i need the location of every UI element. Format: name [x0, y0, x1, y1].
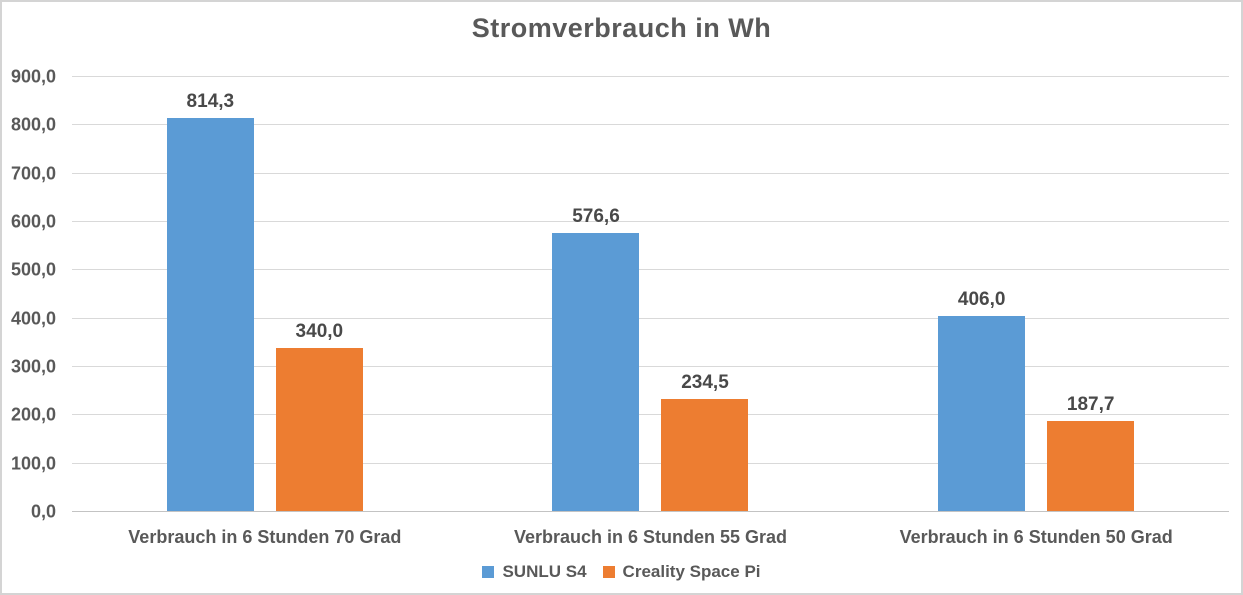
gridline-300 — [72, 366, 1229, 367]
category-label-70-grad: Verbrauch in 6 Stunden 70 Grad — [128, 527, 402, 547]
bar-value-label: 814,3 — [186, 91, 235, 113]
bar-group-2: 576,6 234,5 — [458, 77, 844, 512]
bar-value-label: 187,7 — [1066, 394, 1115, 416]
gridline-600 — [72, 221, 1229, 222]
legend-item-creality-space-pi: Creality Space Pi — [602, 562, 761, 582]
y-tick-label-800: 800,0 — [10, 114, 56, 135]
bar-value-label: 340,0 — [295, 320, 344, 342]
legend-item-sunlu-s4: SUNLU S4 — [482, 562, 587, 582]
x-axis: Verbrauch in 6 Stunden 70 Grad Verbrauch… — [72, 527, 1229, 548]
bar-group-3: 406,0 187,7 — [843, 77, 1229, 512]
y-tick-label-600: 600,0 — [10, 211, 56, 232]
category-label-50-grad: Verbrauch in 6 Stunden 50 Grad — [899, 527, 1173, 547]
legend: SUNLU S4 Creality Space Pi — [2, 562, 1241, 582]
bar-creality-space-pi: 187,7 — [1047, 394, 1135, 512]
legend-swatch-sunlu-s4-icon — [482, 566, 495, 578]
bar-sunlu-s4: 406,0 — [938, 289, 1026, 512]
gridline-200 — [72, 414, 1229, 416]
y-tick-label-500: 500,0 — [10, 259, 56, 280]
y-tick-label-900: 900,0 — [10, 66, 56, 87]
legend-label-sunlu-s4: SUNLU S4 — [502, 562, 587, 581]
legend-label-creality-space-pi: Creality Space Pi — [622, 562, 761, 581]
gridline-900 — [72, 76, 1229, 77]
y-tick-label-100: 100,0 — [10, 453, 56, 474]
legend-swatch-creality-space-pi-icon — [602, 566, 615, 578]
y-tick-label-200: 200,0 — [10, 404, 56, 425]
bar-creality-space-pi: 234,5 — [661, 372, 749, 512]
gridline-700 — [72, 172, 1229, 174]
bar-value-label: 576,6 — [572, 206, 620, 228]
gridline-100 — [72, 462, 1229, 464]
gridline-400 — [72, 317, 1229, 319]
category-label-55-grad: Verbrauch in 6 Stunden 55 Grad — [513, 527, 788, 547]
bar-value-label: 234,5 — [681, 371, 729, 393]
x-axis-line — [72, 511, 1229, 512]
y-tick-label-300: 300,0 — [10, 356, 56, 377]
plot-area: 814,3 340,0 576,6 234,5 406,0 187,7 — [72, 76, 1229, 512]
bar-sunlu-s4: 576,6 — [552, 206, 640, 512]
bar-sunlu-s4: 814,3 — [166, 91, 254, 512]
bar-creality-space-pi: 340,0 — [275, 321, 363, 512]
y-axis: 0,0 100,0 200,0 300,0 400,0 500,0 600,0 700,0 80… — [2, 67, 62, 522]
bar-value-label: 406,0 — [957, 288, 1006, 310]
y-tick-label-700: 700,0 — [10, 163, 56, 184]
bar-group-1: 814,3 340,0 — [72, 77, 458, 512]
gridline-500 — [72, 269, 1229, 271]
y-tick-label-400: 400,0 — [10, 308, 56, 329]
gridline-800 — [72, 124, 1229, 126]
y-tick-label-0: 0,0 — [30, 501, 56, 522]
chart-title: Stromverbrauch in Wh — [471, 13, 772, 43]
